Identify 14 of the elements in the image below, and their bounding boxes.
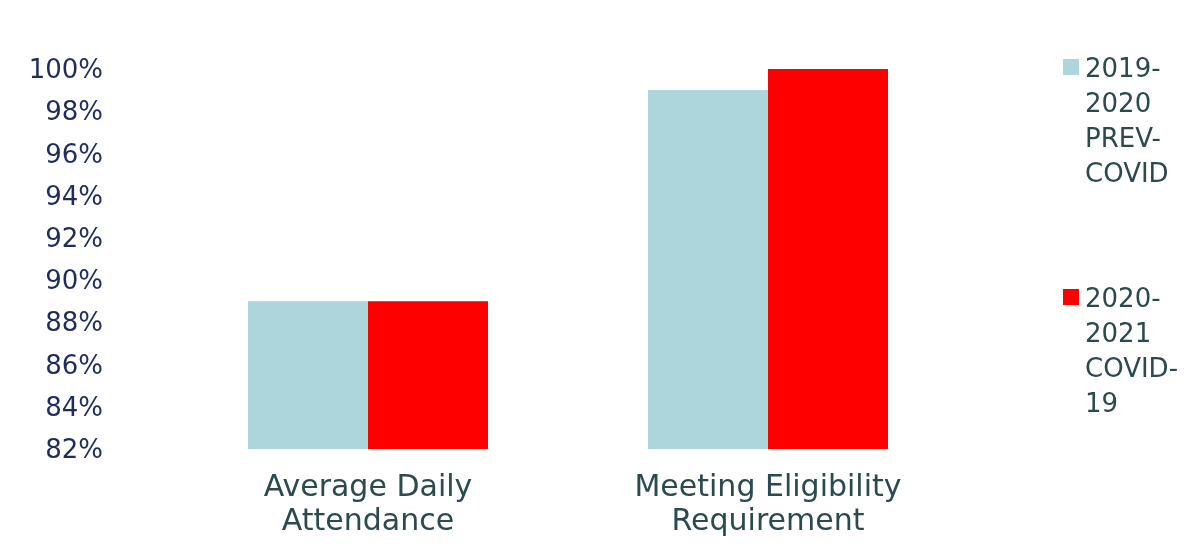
- y-tick-label: 94%: [45, 180, 103, 211]
- y-tick-label: 86%: [45, 349, 103, 380]
- y-tick-label: 98%: [45, 96, 103, 127]
- x-tick-label: Average Daily Attendance: [263, 468, 473, 537]
- y-tick-label: 88%: [45, 307, 103, 338]
- x-tick-label: Meeting Eligibility Requirement: [634, 468, 902, 537]
- legend-label: 2020-2021 COVID-19: [1085, 283, 1179, 418]
- y-tick-label: 96%: [45, 138, 103, 169]
- y-tick-label: 82%: [45, 434, 103, 465]
- y-tick-label: 84%: [45, 391, 103, 422]
- legend-label: 2019-2020 PREV-COVID: [1085, 53, 1169, 188]
- y-tick-label: 92%: [45, 222, 103, 253]
- y-tick-label: 90%: [45, 265, 103, 296]
- y-tick-label: 100%: [28, 54, 103, 85]
